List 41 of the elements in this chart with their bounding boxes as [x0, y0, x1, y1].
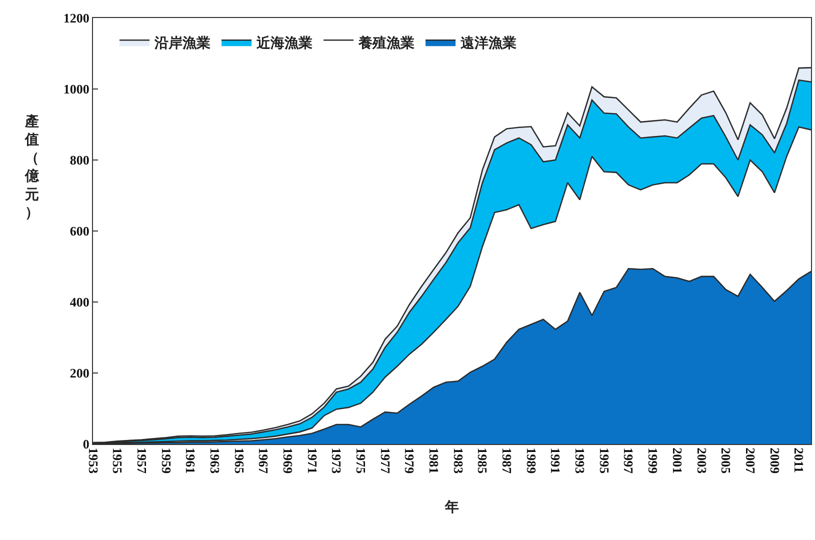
x-tick-label: 1955 — [110, 448, 126, 474]
x-tick-label: 1999 — [646, 448, 661, 474]
x-tick-label: 1979 — [402, 448, 418, 474]
x-tick-label: 2011 — [792, 448, 807, 473]
x-tick-label: 1959 — [158, 448, 174, 474]
x-tick-label: 1987 — [500, 448, 515, 474]
x-tick-label: 1983 — [450, 448, 466, 474]
x-tick-label: 1963 — [207, 448, 222, 474]
x-tick-label: 2005 — [718, 448, 734, 474]
x-axis-title: 年 — [444, 499, 459, 516]
legend-label: 近海漁業 — [256, 34, 313, 52]
x-tick-label: 1961 — [183, 448, 198, 474]
x-tick-label: 1993 — [572, 448, 588, 474]
y-tick-label: 400 — [70, 294, 90, 310]
y-tick-label: 1000 — [63, 82, 90, 97]
x-tick-label: 2009 — [767, 448, 782, 474]
x-tick-label: 1989 — [524, 448, 539, 474]
legend-label: 遠洋漁業 — [460, 36, 517, 52]
x-tick-label: 1973 — [329, 448, 344, 474]
y-tick-label: 1200 — [63, 10, 90, 26]
x-tick-label: 1965 — [232, 448, 247, 474]
x-tick-label: 1967 — [256, 448, 272, 474]
x-tick-label: 2003 — [694, 448, 710, 474]
y-tick-label: 800 — [70, 152, 90, 168]
x-tick-label: 1997 — [621, 448, 636, 474]
y-tick-label: 600 — [70, 224, 90, 239]
x-tick-label: 1981 — [426, 448, 442, 474]
legend-label: 養殖漁業 — [358, 34, 415, 52]
x-tick-label: 1995 — [596, 448, 612, 474]
x-tick-label: 1975 — [354, 448, 369, 474]
x-tick-label: 2007 — [742, 448, 758, 474]
x-tick-label: 1977 — [378, 448, 393, 474]
y-tick-label: 200 — [70, 366, 90, 381]
x-tick-label: 1971 — [304, 448, 320, 474]
y-axis-title: 產值（億元） — [24, 114, 40, 221]
legend-label: 沿岸漁業 — [154, 36, 211, 52]
x-tick-label: 1957 — [134, 448, 150, 474]
x-tick-label: 1985 — [475, 448, 490, 474]
x-tick-label: 1969 — [280, 448, 296, 474]
x-tick-label: 1991 — [548, 448, 564, 474]
x-tick-label: 2001 — [670, 448, 685, 474]
